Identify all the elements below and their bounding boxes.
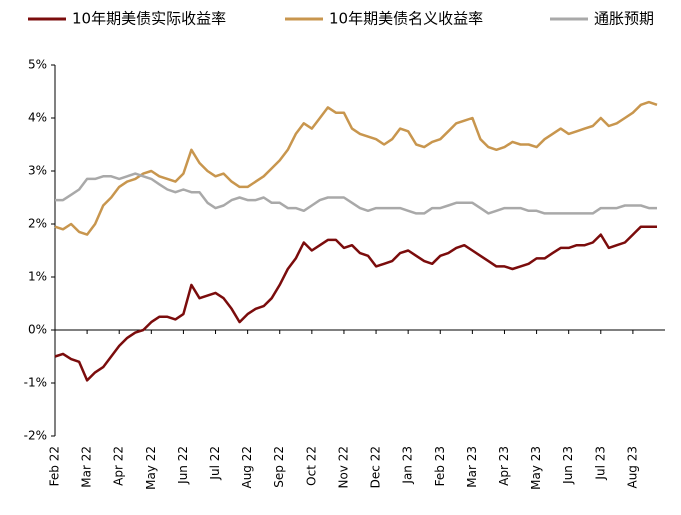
x-tick-label: Feb 22 [48, 446, 62, 486]
y-tick-label: 3% [28, 164, 47, 178]
x-tick-label: Jun 23 [561, 446, 575, 485]
x-tick-label: Oct 22 [304, 446, 318, 486]
x-tick-label: Nov 22 [336, 446, 350, 489]
x-tick-label: Dec 22 [369, 446, 383, 488]
y-tick-label: 5% [28, 58, 47, 72]
series-line [54, 100, 658, 236]
x-tick-label: Jun 22 [176, 446, 190, 485]
x-tick-label: May 23 [529, 446, 543, 490]
x-tick-label: Jul 22 [208, 446, 222, 481]
series-line [54, 225, 657, 382]
y-tick-label: 4% [28, 111, 47, 125]
x-tick-label: Jul 23 [593, 446, 607, 481]
x-tick-label: Jan 23 [401, 446, 415, 485]
x-tick-label: Aug 22 [240, 446, 254, 489]
legend-label: 10年期美债实际收益率 [72, 10, 226, 28]
legend: 10年期美债实际收益率 10年期美债名义收益率 通胀预期 [28, 10, 654, 28]
x-tick-label: Feb 23 [433, 446, 447, 486]
x-tick-label: Aug 23 [625, 446, 639, 489]
x-tick-label: Apr 22 [112, 446, 126, 486]
x-tick-label: Mar 22 [80, 446, 94, 488]
series-line [55, 172, 657, 215]
x-tick-label: Mar 23 [465, 446, 479, 488]
y-tick-label: 0% [28, 323, 47, 337]
y-tick-label: 2% [28, 217, 47, 231]
legend-label: 10年期美债名义收益率 [329, 10, 483, 28]
y-tick-label: 1% [28, 270, 47, 284]
x-tick-label: Sep 22 [272, 446, 286, 488]
y-tick-label: -1% [24, 376, 47, 390]
legend-label: 通胀预期 [594, 10, 654, 28]
y-tick-label: -2% [24, 429, 47, 443]
x-tick-label: Apr 23 [497, 446, 511, 486]
x-tick-label: May 22 [144, 446, 158, 490]
